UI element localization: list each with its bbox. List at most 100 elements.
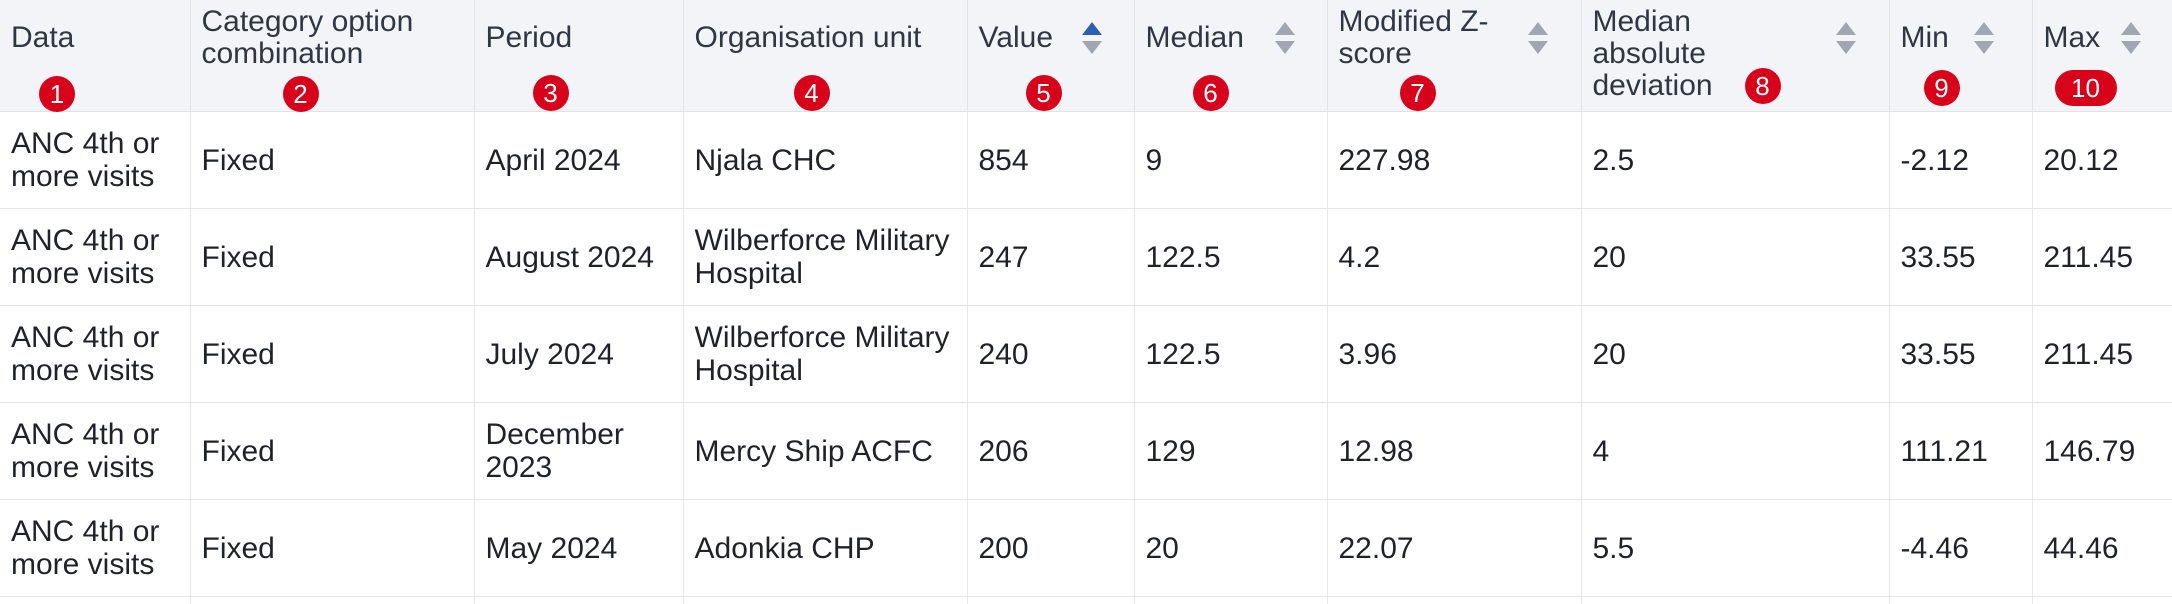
table-row[interactable]: ANC 4th or more visits Fixed August 2024 Wi…: [0, 208, 2172, 306]
cell-zscore: 4.2: [1327, 208, 1582, 306]
cell-mad: 20: [1581, 208, 1890, 306]
column-header-label: Min: [1900, 21, 1949, 54]
table-row[interactable]: ANC 4th or more visits Fixed December 2023…: [0, 402, 2172, 500]
cell-median: 122.5: [1134, 305, 1328, 403]
column-header-median-absolute-deviation[interactable]: Median absolute deviation 8: [1581, 0, 1890, 112]
cell-max: 211.45: [2032, 208, 2172, 306]
column-number-badge: 5: [1025, 75, 1062, 111]
cell-period: December 2023: [474, 402, 684, 500]
cell-value: 206: [967, 402, 1135, 500]
cell-min: [1889, 596, 2033, 604]
column-header-label: Organisation unit: [694, 21, 922, 54]
cell-mad: [1581, 596, 1890, 604]
cell-orgunit: Njala CHC: [683, 111, 968, 209]
sort-arrows-icon[interactable]: [1527, 22, 1548, 56]
column-header-value[interactable]: Value 5: [967, 0, 1135, 112]
cell-orgunit: Adonkia CHP: [683, 499, 968, 597]
column-header-label: Modified Z-score: [1338, 5, 1489, 70]
cell-data: ANC 4th or more visits: [0, 208, 191, 306]
cell-mad: 4: [1581, 402, 1890, 500]
sort-arrows-icon[interactable]: [1274, 22, 1295, 56]
cell-value: 240: [967, 305, 1135, 403]
sort-arrows-icon[interactable]: [1835, 22, 1856, 56]
header-row: Data 1 Category option combination 2 Per…: [0, 0, 2172, 112]
column-header-label: Median absolute deviation: [1592, 5, 1713, 102]
cell-period: July 2024: [474, 305, 684, 403]
table-header: Data 1 Category option combination 2 Per…: [0, 0, 2172, 112]
column-number-badge: 1: [39, 76, 75, 112]
cell-coc: Fixed: [190, 499, 475, 597]
column-header-label: Data: [11, 21, 75, 54]
cell-value: 854: [967, 111, 1135, 209]
cell-min: 33.55: [1889, 208, 2033, 306]
sort-ascending-icon[interactable]: [1081, 22, 1102, 56]
cell-period: August 2024: [474, 208, 684, 306]
column-header-modified-z-score[interactable]: Modified Z-score 7: [1327, 0, 1582, 112]
table-row[interactable]: ANC 4th or more visits Fixed April 2024 Nja…: [0, 111, 2172, 209]
cell-data: [0, 596, 191, 604]
column-number-badge: 6: [1192, 75, 1229, 111]
column-header-period: Period 3: [474, 0, 684, 112]
cell-median: 129: [1134, 402, 1328, 500]
column-number-badge: 8: [1744, 68, 1781, 104]
cell-median: 122.5: [1134, 208, 1328, 306]
column-header-data: Data 1: [0, 0, 191, 112]
table-row-partial: [0, 596, 2172, 604]
cell-zscore: 227.98: [1327, 111, 1582, 209]
cell-orgunit: Wilberforce Military Hospital: [683, 208, 968, 306]
cell-zscore: 12.98: [1327, 402, 1582, 500]
cell-max: 211.45: [2032, 305, 2172, 403]
table-row[interactable]: ANC 4th or more visits Fixed May 2024 Adonk…: [0, 499, 2172, 597]
cell-coc: Fixed: [190, 111, 475, 209]
cell-value: [967, 596, 1135, 604]
cell-data: ANC 4th or more visits: [0, 305, 191, 403]
column-number-badge: 2: [282, 76, 319, 112]
table-row[interactable]: ANC 4th or more visits Fixed July 2024 Wilb…: [0, 305, 2172, 403]
column-number-badge: 3: [532, 75, 569, 111]
cell-max: [2032, 596, 2172, 604]
cell-median: 20: [1134, 499, 1328, 597]
cell-orgunit: [683, 596, 968, 604]
cell-max: 44.46: [2032, 499, 2172, 597]
cell-orgunit: Wilberforce Military Hospital: [683, 305, 968, 403]
column-number-badge: 7: [1399, 75, 1436, 111]
cell-min: 33.55: [1889, 305, 2033, 403]
column-header-label: Period: [485, 21, 573, 54]
column-header-label: Category option combination: [201, 5, 414, 70]
cell-coc: Fixed: [190, 402, 475, 500]
cell-median: 9: [1134, 111, 1328, 209]
column-number-badge: 9: [1923, 70, 1960, 106]
cell-max: 20.12: [2032, 111, 2172, 209]
cell-max: 146.79: [2032, 402, 2172, 500]
table-body: ANC 4th or more visits Fixed April 2024 Nja…: [0, 111, 2172, 604]
column-header-label: Max: [2043, 21, 2101, 54]
cell-period: [474, 596, 684, 604]
column-number-badge: 4: [793, 75, 830, 111]
column-header-category-option-combination: Category option combination 2: [190, 0, 475, 112]
column-header-min[interactable]: Min 9: [1889, 0, 2033, 112]
cell-median: [1134, 596, 1328, 604]
cell-zscore: 3.96: [1327, 305, 1582, 403]
cell-value: 200: [967, 499, 1135, 597]
sort-arrows-icon[interactable]: [2120, 22, 2141, 56]
column-header-median[interactable]: Median 6: [1134, 0, 1328, 112]
cell-mad: 2.5: [1581, 111, 1890, 209]
cell-period: May 2024: [474, 499, 684, 597]
cell-coc: Fixed: [190, 305, 475, 403]
cell-min: -2.12: [1889, 111, 2033, 209]
cell-data: ANC 4th or more visits: [0, 111, 191, 209]
cell-zscore: [1327, 596, 1582, 604]
column-header-label: Value: [978, 21, 1054, 54]
cell-data: ANC 4th or more visits: [0, 499, 191, 597]
cell-min: -4.46: [1889, 499, 2033, 597]
column-number-badge: 10: [2054, 70, 2117, 106]
sort-arrows-icon[interactable]: [1973, 22, 1994, 56]
cell-coc: [190, 596, 475, 604]
cell-period: April 2024: [474, 111, 684, 209]
cell-mad: 5.5: [1581, 499, 1890, 597]
cell-coc: Fixed: [190, 208, 475, 306]
cell-data: ANC 4th or more visits: [0, 402, 191, 500]
column-header-max[interactable]: Max 10: [2032, 0, 2172, 112]
